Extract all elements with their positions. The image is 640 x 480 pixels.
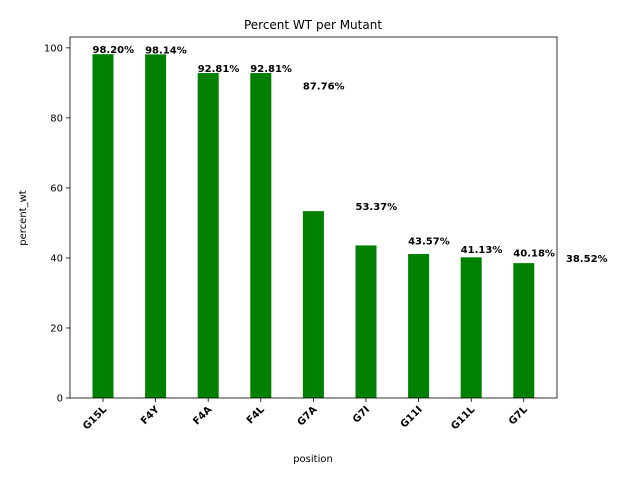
axes-frame: [69, 36, 558, 399]
x-axis-label: position: [293, 454, 333, 465]
chart-title: Percent WT per Mutant: [244, 18, 382, 32]
y-tick-label: 20: [50, 323, 63, 334]
bar: [408, 253, 430, 398]
bar: [145, 54, 167, 398]
annotation: 92.81%: [198, 64, 240, 75]
y-axis-label: percent_wt: [18, 190, 29, 245]
annotation: 98.20%: [93, 45, 135, 56]
bar: [513, 263, 535, 398]
annotation: 87.76%: [303, 82, 345, 93]
bar: [355, 245, 377, 398]
annotation: 53.37%: [356, 202, 398, 213]
y-tick-label: 0: [57, 394, 63, 405]
bar: [302, 211, 324, 398]
annotation: 41.13%: [461, 245, 503, 256]
y-tick-label: 80: [50, 113, 63, 124]
bar: [197, 73, 219, 398]
bar: [92, 54, 114, 398]
bar: [250, 73, 272, 398]
y-tick-label: 60: [50, 183, 63, 194]
annotation: 38.52%: [566, 254, 608, 265]
annotation: 43.57%: [408, 236, 450, 247]
y-tick-label: 100: [44, 43, 63, 54]
y-tick-label: 40: [50, 253, 63, 264]
annotation: 92.81%: [250, 64, 292, 75]
annotation: 40.18%: [513, 248, 555, 259]
annotation: 98.14%: [145, 45, 187, 56]
bar: [460, 257, 482, 398]
